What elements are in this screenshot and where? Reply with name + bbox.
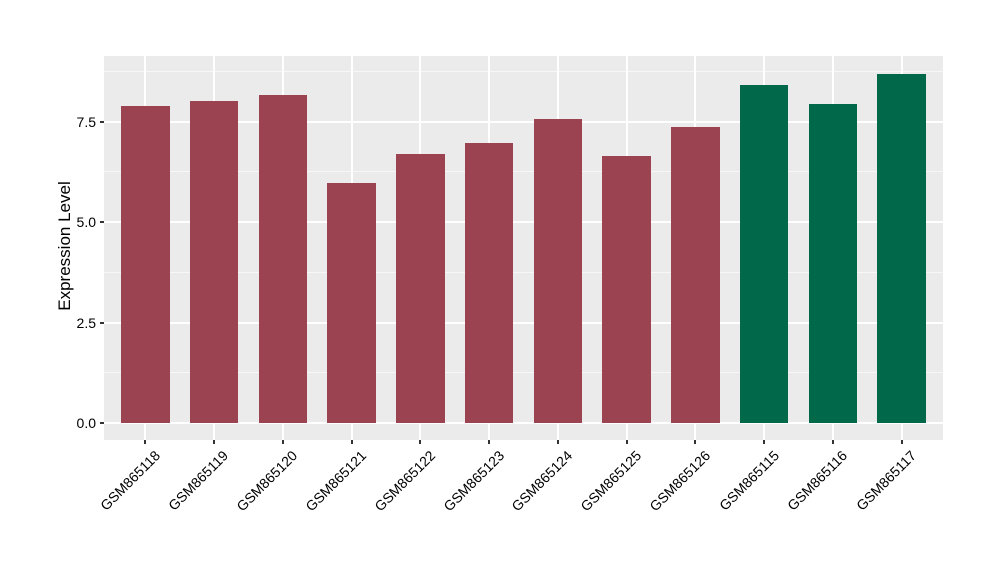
x-axis-tick bbox=[900, 440, 903, 444]
y-axis-tick-label: 7.5 bbox=[76, 113, 96, 130]
gridline-minor-horizontal bbox=[104, 271, 943, 273]
bar-GSM865126 bbox=[671, 127, 720, 423]
x-axis-tick-label: GSM865118 bbox=[96, 447, 163, 514]
x-axis-tick-label: GSM865126 bbox=[646, 447, 713, 515]
bar-GSM865117 bbox=[877, 74, 926, 423]
bar-GSM865119 bbox=[189, 101, 239, 423]
x-axis-tick-label: GSM865120 bbox=[233, 447, 301, 515]
gridline-major-horizontal bbox=[104, 221, 943, 223]
bar-GSM865118 bbox=[121, 106, 170, 423]
gridline-minor-horizontal bbox=[104, 372, 943, 374]
y-axis-tick bbox=[100, 120, 104, 123]
x-axis-tick bbox=[144, 440, 147, 444]
y-axis-tick-label: 2.5 bbox=[76, 314, 96, 331]
x-axis-tick bbox=[831, 440, 834, 444]
y-axis-title: Expression Level bbox=[55, 181, 74, 311]
bar-GSM865122 bbox=[396, 153, 445, 423]
x-axis-tick bbox=[763, 440, 766, 444]
x-axis-tick bbox=[281, 440, 284, 444]
x-axis-tick-label: GSM865117 bbox=[853, 447, 920, 514]
x-axis-tick-label: GSM865119 bbox=[165, 447, 232, 514]
gridline-minor-horizontal bbox=[104, 171, 943, 173]
bar-GSM865123 bbox=[464, 143, 514, 423]
bar-GSM865121 bbox=[327, 182, 376, 423]
x-axis-tick bbox=[488, 440, 491, 444]
x-axis-tick bbox=[694, 440, 697, 444]
x-axis-tick bbox=[213, 440, 216, 444]
x-axis-tick-label: GSM865125 bbox=[577, 447, 645, 515]
y-axis-tick bbox=[100, 221, 104, 223]
x-axis-tick bbox=[419, 440, 422, 444]
x-axis-tick-label: GSM865121 bbox=[302, 447, 370, 515]
plot-panel bbox=[104, 56, 943, 440]
gridline-major-horizontal bbox=[104, 422, 943, 424]
x-axis-tick bbox=[350, 440, 353, 444]
bar-GSM865124 bbox=[533, 119, 583, 423]
bar-GSM865125 bbox=[602, 156, 651, 423]
y-axis-tick bbox=[100, 422, 104, 424]
x-axis-tick-label: GSM865116 bbox=[784, 447, 851, 514]
bar-GSM865115 bbox=[739, 84, 789, 423]
bar-GSM865116 bbox=[808, 103, 858, 423]
y-axis-tick-label: 0.0 bbox=[76, 415, 96, 431]
y-axis-tick-label: 5.0 bbox=[76, 214, 96, 230]
x-axis-tick bbox=[625, 440, 628, 444]
x-axis-tick-label: GSM865115 bbox=[715, 447, 782, 514]
x-axis-tick bbox=[556, 440, 559, 444]
gridline-major-horizontal bbox=[104, 321, 943, 324]
y-axis-tick bbox=[100, 321, 104, 324]
gridline-major-horizontal bbox=[104, 120, 943, 123]
x-axis-tick-label: GSM865122 bbox=[371, 447, 438, 515]
x-axis-tick-label: GSM865123 bbox=[439, 447, 507, 515]
bar-GSM865120 bbox=[258, 94, 308, 423]
x-axis-tick-label: GSM865124 bbox=[508, 447, 576, 515]
gridline-minor-horizontal bbox=[104, 70, 943, 72]
